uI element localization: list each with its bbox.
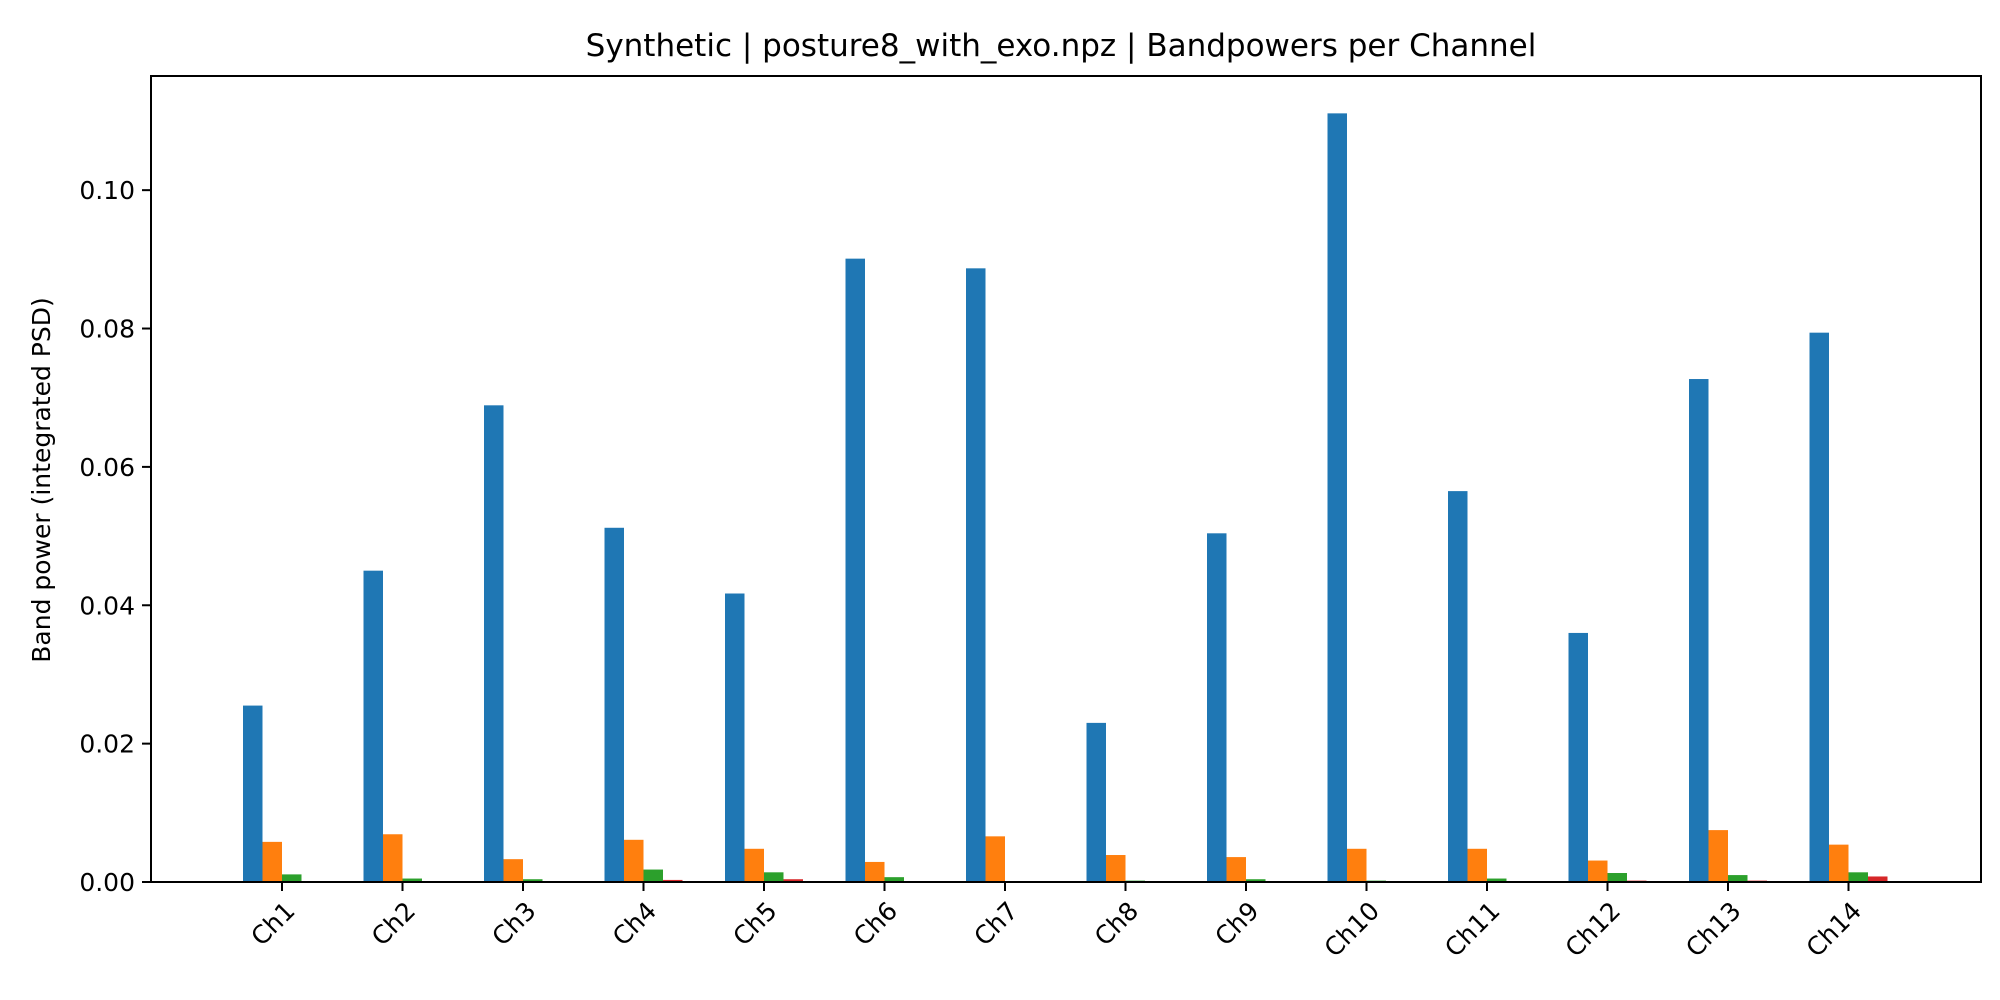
bar-ch14-s4 [1868,876,1888,882]
bar-ch5-s4 [783,879,803,882]
bar-ch8-s2 [1106,855,1126,882]
bar-ch5-s1 [725,593,745,882]
bar-ch11-s1 [1448,491,1468,882]
bar-ch3-s3 [523,879,543,882]
bar-ch7-s2 [985,836,1005,882]
bar-ch14-s1 [1809,332,1829,882]
bar-ch13-s2 [1708,830,1728,882]
y-tick-label: 0.08 [79,315,135,344]
bar-ch5-s2 [744,848,764,882]
bar-ch13-s3 [1728,875,1748,882]
bar-ch2-s2 [383,834,403,882]
bar-ch7-s1 [966,268,986,883]
bar-ch4-s1 [604,527,624,882]
bar-ch1-s3 [282,874,302,882]
bar-ch6-s1 [845,258,865,882]
bar-ch6-s2 [865,861,885,882]
y-tick-label: 0.04 [79,591,135,620]
y-axis-ticks: 0.00 0.02 0.04 0.06 0.08 0.10 [79,176,151,897]
bar-ch9-s3 [1246,879,1266,882]
y-tick-label: 0.02 [79,730,135,759]
bar-ch3-s1 [484,405,504,882]
bar-ch10-s1 [1327,113,1347,883]
bar-ch4-s4 [663,879,683,882]
bar-ch12-s3 [1607,873,1627,882]
y-tick-label: 0.00 [79,868,135,897]
bar-ch3-s2 [503,859,523,882]
bar-ch12-s2 [1588,860,1608,882]
bar-ch13-s1 [1689,379,1709,882]
bar-ch9-s2 [1226,857,1246,882]
bar-ch8-s1 [1086,722,1106,882]
bar-ch5-s3 [764,872,784,882]
bar-ch14-s2 [1829,844,1849,882]
bar-ch1-s1 [243,705,263,882]
bar-ch10-s2 [1347,848,1367,882]
bar-ch11-s2 [1467,848,1487,882]
bar-ch12-s1 [1568,632,1588,882]
bar-ch9-s1 [1207,533,1227,882]
bar-ch11-s3 [1487,878,1507,882]
y-tick-label: 0.10 [79,176,135,205]
y-axis-label: Band power (integrated PSD) [27,297,56,663]
bar-ch1-s2 [262,841,282,882]
bar-ch2-s3 [402,878,422,882]
chart-title: Synthetic | posture8_with_exo.npz | Band… [586,28,1537,64]
bar-ch4-s3 [643,869,663,882]
y-tick-label: 0.06 [79,453,135,482]
bars-group [243,113,1888,883]
bar-ch4-s2 [624,839,644,882]
bar-ch6-s3 [884,877,904,882]
plot-frame [150,75,1982,883]
bar-ch14-s3 [1848,872,1868,882]
bar-ch2-s1 [363,570,383,882]
